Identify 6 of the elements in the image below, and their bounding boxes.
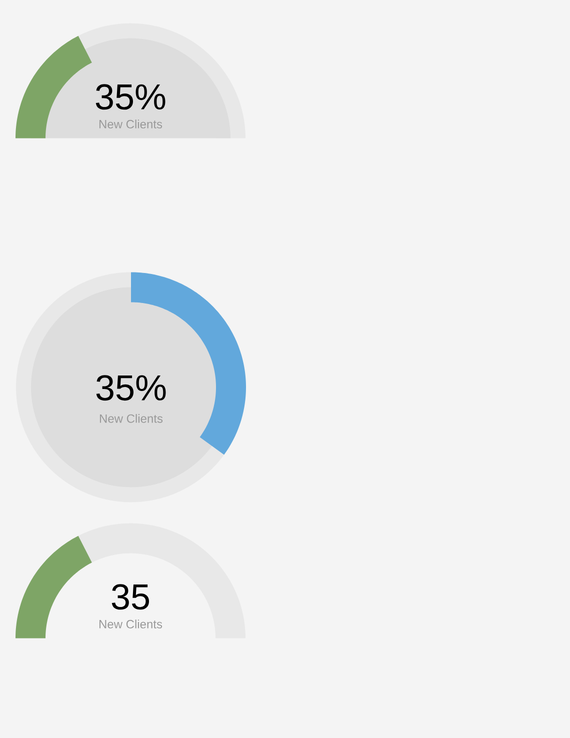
text: 35	[112, 584, 150, 610]
text: New Clients	[100, 414, 163, 423]
text: New Clients	[99, 620, 162, 628]
text: 35%	[96, 84, 166, 110]
text: 35%	[96, 375, 166, 401]
text: New Clients	[99, 120, 162, 128]
